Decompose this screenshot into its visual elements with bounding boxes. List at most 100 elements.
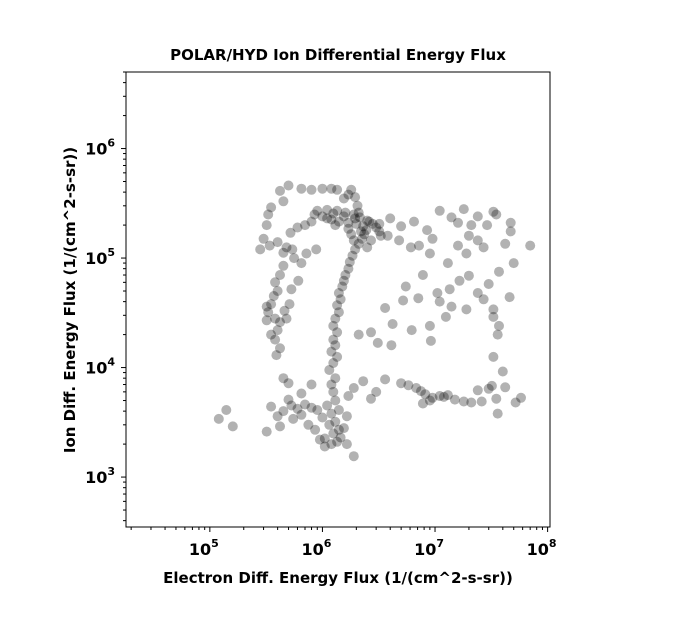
data-point xyxy=(279,305,290,316)
data-point xyxy=(296,258,307,269)
data-point xyxy=(221,405,232,415)
data-point xyxy=(324,419,335,430)
data-point xyxy=(272,411,283,422)
data-point xyxy=(504,292,515,303)
data-point xyxy=(411,383,422,393)
data-point xyxy=(497,366,508,377)
data-point xyxy=(306,379,317,390)
data-point xyxy=(255,244,266,255)
data-point xyxy=(416,386,426,397)
data-point xyxy=(266,329,277,340)
data-point xyxy=(343,263,354,274)
data-point xyxy=(458,396,469,407)
data-point xyxy=(417,398,428,409)
data-point xyxy=(278,373,289,384)
data-point xyxy=(293,275,304,286)
data-point xyxy=(366,393,376,404)
data-point xyxy=(281,242,292,253)
data-point xyxy=(338,423,349,434)
data-point xyxy=(466,220,477,231)
data-point xyxy=(278,247,289,258)
data-point xyxy=(375,230,386,241)
data-point xyxy=(333,216,344,227)
data-point xyxy=(442,390,453,401)
data-point xyxy=(356,226,366,237)
data-point xyxy=(314,434,325,445)
data-point xyxy=(442,258,453,269)
data-point xyxy=(409,216,419,227)
data-point xyxy=(266,202,277,213)
data-point xyxy=(483,279,494,289)
data-point xyxy=(317,412,328,423)
data-point xyxy=(258,233,269,244)
data-point xyxy=(500,382,511,393)
data-point xyxy=(270,313,281,324)
y-tick-label: 105 xyxy=(85,246,115,268)
data-point xyxy=(343,391,354,401)
data-point xyxy=(275,185,285,196)
data-point xyxy=(454,275,465,286)
data-point xyxy=(358,376,369,387)
data-point xyxy=(343,217,354,228)
x-tick-label: 107 xyxy=(414,537,444,559)
data-point xyxy=(396,221,407,232)
data-point xyxy=(332,184,343,195)
data-point xyxy=(326,183,337,194)
data-point xyxy=(374,226,385,237)
data-point xyxy=(330,373,341,384)
data-point xyxy=(348,383,359,393)
data-point xyxy=(413,293,424,304)
x-tick-label: 108 xyxy=(527,537,557,559)
data-point xyxy=(353,329,364,340)
data-point xyxy=(350,192,361,203)
data-point xyxy=(472,288,483,298)
data-point xyxy=(343,223,354,234)
data-point xyxy=(361,225,372,236)
data-point xyxy=(492,329,503,340)
data-point xyxy=(386,340,397,351)
data-point xyxy=(319,441,330,452)
data-point xyxy=(396,378,407,389)
data-point xyxy=(371,222,382,233)
data-point xyxy=(338,211,349,222)
data-point xyxy=(366,327,376,338)
data-point xyxy=(340,270,351,280)
data-point xyxy=(364,216,375,227)
data-point xyxy=(348,451,359,462)
data-point xyxy=(322,213,333,224)
data-point xyxy=(332,351,343,362)
data-point xyxy=(332,436,343,447)
data-point xyxy=(472,211,483,222)
data-point xyxy=(432,288,443,298)
data-point xyxy=(272,325,283,336)
data-point xyxy=(328,386,339,397)
y-tick-label: 106 xyxy=(85,137,115,159)
data-point xyxy=(340,207,351,218)
data-point xyxy=(488,304,499,315)
data-point xyxy=(317,211,328,222)
data-point xyxy=(264,240,275,251)
data-point xyxy=(505,226,516,237)
data-point xyxy=(500,238,511,249)
data-point xyxy=(374,218,385,229)
data-point xyxy=(270,334,281,345)
data-point xyxy=(422,225,433,236)
data-point xyxy=(403,380,414,391)
data-point xyxy=(275,270,285,280)
data-point xyxy=(461,248,472,259)
data-point xyxy=(352,200,363,211)
data-point xyxy=(301,248,312,259)
data-point xyxy=(350,213,361,224)
data-point xyxy=(330,313,341,324)
data-point xyxy=(463,230,474,241)
data-point xyxy=(283,378,294,389)
data-point xyxy=(505,217,516,228)
data-point xyxy=(478,294,489,305)
data-point xyxy=(300,399,310,410)
x-axis-ticks: 105 106 107 108 xyxy=(130,527,557,559)
data-point xyxy=(346,229,357,240)
data-point xyxy=(292,403,303,414)
data-point xyxy=(261,315,272,326)
data-point xyxy=(284,299,295,310)
